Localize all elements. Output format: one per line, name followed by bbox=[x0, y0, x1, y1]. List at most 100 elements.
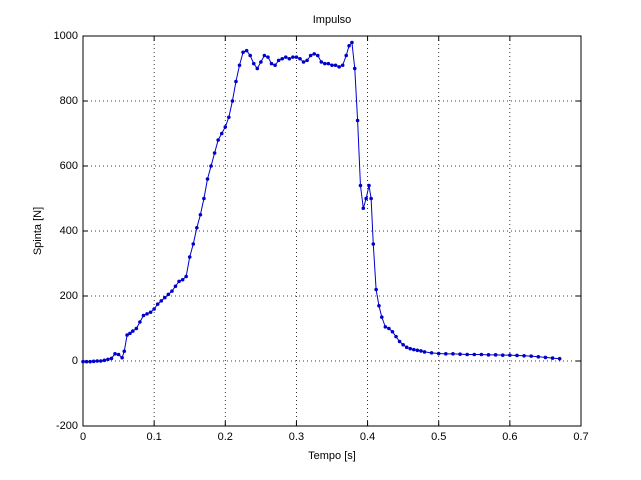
data-point bbox=[298, 56, 302, 61]
data-point bbox=[170, 289, 174, 293]
data-point bbox=[248, 53, 252, 58]
data-point bbox=[301, 60, 306, 64]
x-tick-label: 0.4 bbox=[360, 431, 375, 443]
data-point bbox=[493, 353, 498, 357]
data-point bbox=[401, 342, 405, 347]
data-point bbox=[134, 326, 139, 331]
data-point bbox=[444, 352, 448, 356]
data-point bbox=[230, 99, 235, 103]
data-point bbox=[361, 206, 366, 211]
data-point bbox=[436, 351, 441, 356]
data-point bbox=[251, 61, 256, 66]
data-point bbox=[198, 212, 203, 217]
x-tick-label: 0.2 bbox=[218, 431, 233, 443]
data-point bbox=[369, 196, 373, 201]
data-point bbox=[508, 353, 512, 357]
data-point bbox=[305, 58, 309, 63]
data-point bbox=[479, 352, 484, 357]
y-tick-label: 800 bbox=[60, 95, 78, 107]
data-point bbox=[205, 177, 210, 181]
data-point bbox=[95, 359, 100, 363]
data-point bbox=[536, 354, 541, 359]
data-point bbox=[404, 345, 409, 350]
data-point bbox=[202, 196, 206, 201]
data-point bbox=[486, 353, 491, 357]
y-tick-label: 1000 bbox=[54, 30, 78, 42]
data-point bbox=[155, 302, 160, 306]
data-point bbox=[219, 131, 224, 136]
data-point bbox=[152, 307, 156, 311]
data-point bbox=[262, 53, 267, 58]
data-point bbox=[283, 55, 288, 59]
data-point bbox=[550, 356, 555, 360]
x-tick-label: 0.6 bbox=[502, 431, 517, 443]
data-point bbox=[280, 56, 285, 61]
data-point bbox=[81, 359, 85, 364]
data-point bbox=[113, 352, 117, 356]
data-point bbox=[106, 357, 110, 362]
data-point bbox=[355, 118, 360, 123]
data-point bbox=[276, 58, 281, 63]
data-point bbox=[340, 63, 345, 68]
x-tick-label: 0.3 bbox=[289, 431, 304, 443]
data-point bbox=[337, 65, 341, 69]
data-point bbox=[352, 66, 357, 71]
data-point bbox=[383, 325, 388, 329]
data-point bbox=[173, 284, 178, 289]
y-axis-label: Spinta [N] bbox=[32, 207, 44, 255]
data-point bbox=[122, 349, 127, 354]
data-point bbox=[177, 279, 181, 284]
data-point bbox=[364, 196, 368, 201]
data-point bbox=[422, 350, 427, 354]
data-point bbox=[543, 355, 548, 360]
data-point bbox=[269, 61, 274, 66]
data-point bbox=[131, 329, 135, 333]
x-tick-label: 0.7 bbox=[573, 431, 588, 443]
data-point bbox=[223, 125, 228, 129]
data-point bbox=[291, 55, 295, 59]
y-tick-label: 200 bbox=[60, 290, 78, 302]
data-point bbox=[287, 56, 292, 61]
data-point bbox=[333, 63, 338, 68]
data-point bbox=[394, 334, 398, 339]
data-point bbox=[227, 115, 231, 120]
data-point bbox=[557, 356, 562, 361]
data-point bbox=[312, 52, 317, 56]
data-point bbox=[350, 40, 354, 45]
data-point bbox=[522, 354, 526, 358]
data-point bbox=[209, 164, 213, 168]
data-point bbox=[347, 43, 351, 48]
data-point bbox=[294, 55, 299, 59]
data-point bbox=[84, 359, 89, 364]
data-point bbox=[451, 352, 455, 356]
data-point bbox=[184, 274, 188, 279]
data-point bbox=[125, 333, 129, 337]
data-point bbox=[191, 242, 196, 246]
data-point bbox=[145, 312, 149, 316]
data-point bbox=[244, 48, 249, 53]
data-point bbox=[128, 331, 132, 336]
data-point bbox=[397, 339, 402, 344]
data-point bbox=[500, 353, 505, 357]
data-point bbox=[529, 354, 533, 358]
x-axis-label: Tempo [s] bbox=[308, 450, 356, 462]
data-point bbox=[273, 63, 277, 68]
data-point bbox=[371, 242, 376, 246]
y-tick-label: -200 bbox=[56, 420, 78, 432]
x-tick-label: 0 bbox=[80, 431, 86, 443]
data-point bbox=[380, 315, 384, 319]
data-point bbox=[159, 299, 164, 303]
data-point bbox=[195, 225, 199, 230]
data-point bbox=[315, 53, 320, 58]
data-point bbox=[308, 53, 313, 58]
y-tick-label: 400 bbox=[60, 225, 78, 237]
data-point bbox=[326, 61, 331, 66]
y-tick-label: 0 bbox=[72, 355, 78, 367]
data-point bbox=[319, 60, 324, 64]
data-point bbox=[109, 356, 114, 361]
data-point bbox=[187, 255, 192, 259]
data-point bbox=[419, 349, 423, 353]
data-point bbox=[330, 63, 334, 68]
data-point bbox=[88, 359, 92, 364]
